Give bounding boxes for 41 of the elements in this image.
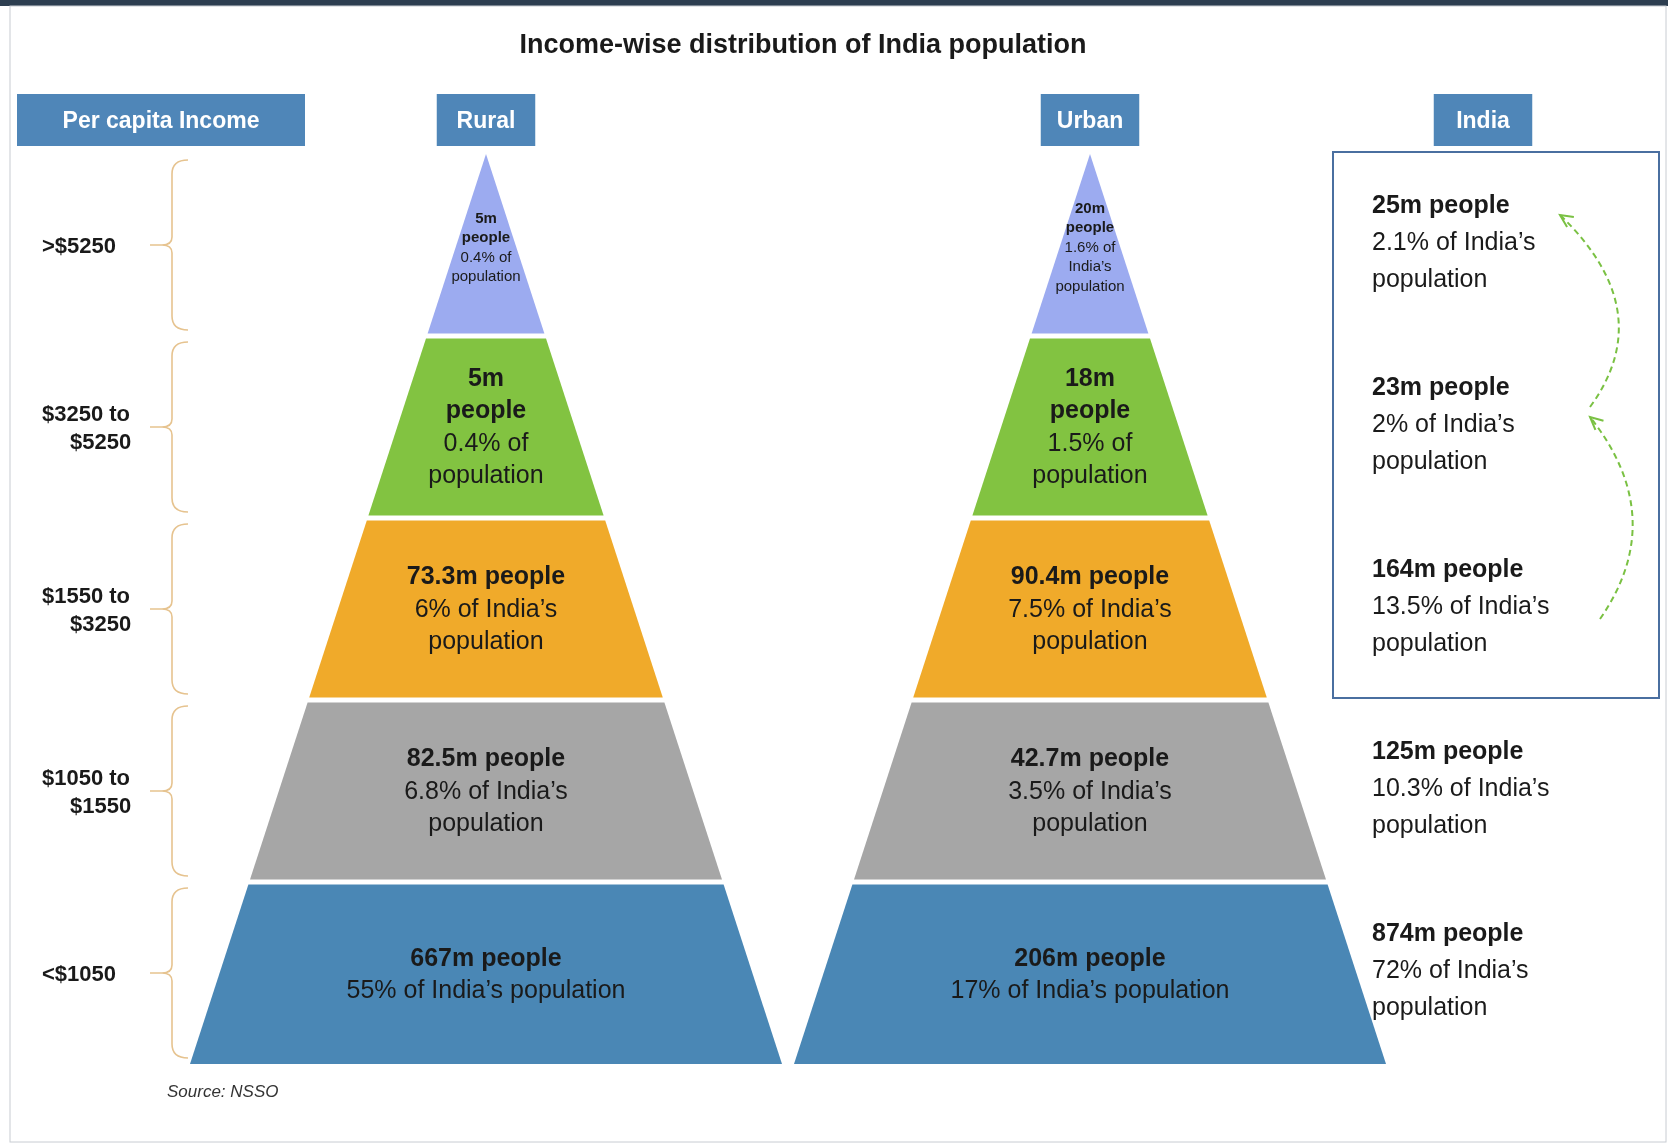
category-label: >$5250 (42, 233, 117, 258)
data-label: 1.6% of India’s population (1055, 237, 1125, 294)
data-label: 2.1% of India’s population (1372, 227, 1536, 293)
series-label: Rural (456, 107, 516, 133)
text: India (1456, 107, 1511, 133)
data-label: 10.3% of India’s population (1372, 773, 1550, 839)
data-label: 42.7m people (1010, 743, 1170, 771)
source-note: Source: NSSO (167, 1082, 279, 1101)
data-label: 18m people (1049, 362, 1131, 424)
data-label: 164m people (1372, 554, 1524, 583)
data-label: 6.8% of India’s population (404, 775, 568, 836)
text: Per capita Income (62, 107, 260, 133)
data-label: 206m people (1014, 942, 1166, 971)
data-label: 6% of India’s population (414, 593, 558, 654)
data-label: 5m people (461, 208, 511, 246)
category-label: <$1050 (42, 961, 117, 986)
series-label: Urban (1056, 107, 1124, 133)
data-label: 73.3m people (406, 561, 566, 589)
data-label: 1.5% of population (1032, 427, 1148, 489)
data-label: 82.5m people (406, 743, 566, 771)
category-label: $1550 to $3250 (42, 583, 132, 636)
data-label: 23m people (1372, 372, 1510, 401)
text: Income-wise distribution of India population (519, 29, 1087, 59)
data-label: 3.5% of India’s population (1008, 775, 1172, 836)
data-label: 2% of India’s population (1372, 409, 1515, 475)
data-label: 55% of India’s population (346, 975, 626, 1003)
data-label: 25m people (1372, 190, 1510, 219)
data-label: 20m people (1065, 198, 1115, 236)
data-label: 17% of India’s population (950, 975, 1230, 1003)
data-label: 13.5% of India’s population (1372, 591, 1550, 657)
data-label: 90.4m people (1010, 561, 1170, 589)
data-label: 0.4% of population (451, 247, 521, 285)
data-label: 125m people (1372, 736, 1524, 765)
category-label: $1050 to $1550 (42, 765, 132, 818)
data-label: 72% of India’s population (1372, 955, 1529, 1021)
data-label: 667m people (410, 942, 562, 971)
data-label: 5m people (445, 362, 527, 424)
data-label: 874m people (1372, 918, 1524, 947)
data-label: 0.4% of population (428, 427, 544, 489)
data-label: 7.5% of India’s population (1008, 593, 1172, 654)
category-label: $3250 to $5250 (42, 401, 132, 454)
